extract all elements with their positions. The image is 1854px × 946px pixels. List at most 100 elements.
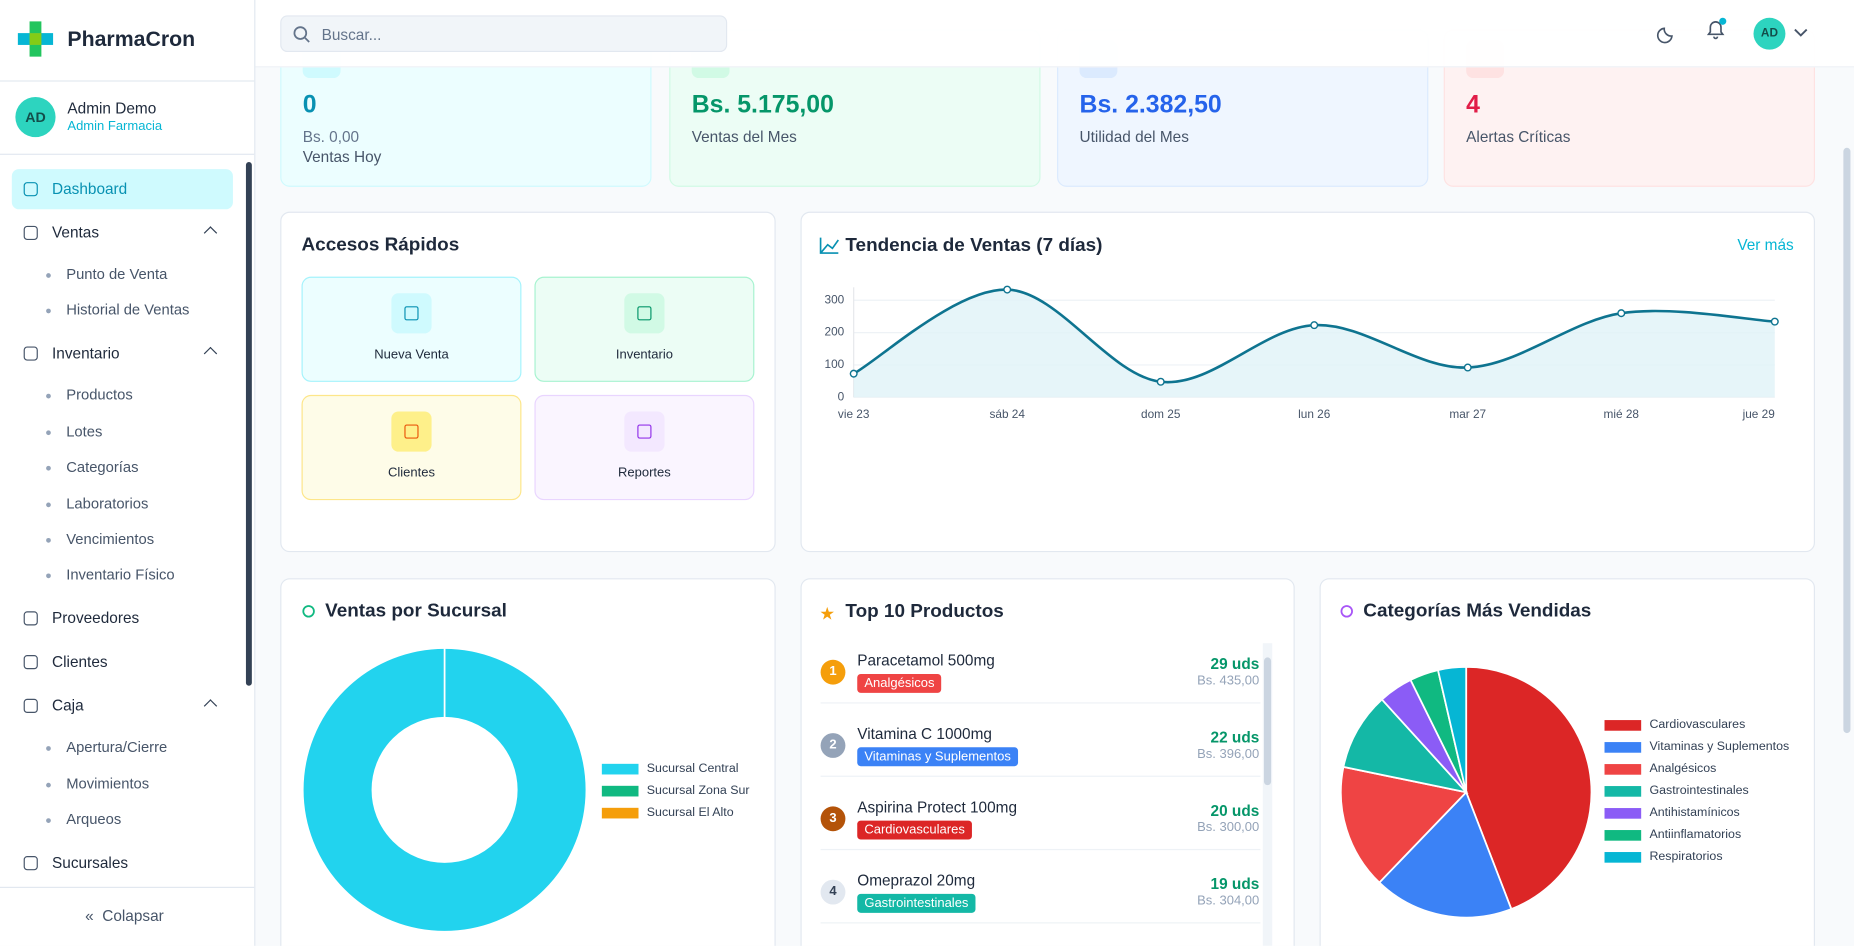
y-tick-label: 200 — [825, 325, 845, 339]
search-icon — [293, 26, 310, 43]
nav-subitem[interactable]: Vencimientos — [66, 530, 155, 548]
slice — [1378, 790, 1513, 919]
nav-subitem[interactable]: Inventario Físico — [66, 566, 175, 584]
user-role: Admin Farmacia — [67, 119, 163, 134]
theme-toggle[interactable] — [1655, 21, 1679, 45]
point — [1310, 321, 1319, 330]
nav-subitem[interactable]: Historial de Ventas — [66, 301, 190, 319]
legend-swatch — [1604, 742, 1642, 753]
nav-subitem[interactable]: Categorías — [66, 458, 139, 476]
nav-icon — [23, 856, 38, 871]
card-title: Categorías Más Vendidas — [1363, 600, 1591, 621]
product-name: Omeprazol 20mg — [857, 871, 976, 890]
user-menu-chevron[interactable] — [1793, 25, 1810, 42]
x-tick-label: dom 25 — [1141, 407, 1181, 421]
nav-chevron[interactable] — [203, 347, 218, 361]
nav-subitem[interactable]: Lotes — [66, 423, 103, 440]
point — [1003, 285, 1012, 294]
legend-label: Cardiovasculares — [1649, 717, 1745, 731]
legend-label: Sucursal El Alto — [647, 805, 734, 819]
product-units: 22 uds — [1210, 728, 1260, 747]
product-category: Gastrointestinales — [857, 893, 976, 913]
nav-bullet — [46, 273, 51, 278]
nav-bullet — [46, 537, 51, 543]
nav-chevron[interactable] — [203, 699, 218, 714]
row-divider — [820, 848, 1261, 851]
collapse-button[interactable]: « Colapsar — [85, 907, 164, 925]
nav-bullet — [46, 782, 51, 788]
sidebar: PharmaCron AD Admin Demo Admin Farmacia … — [0, 0, 256, 946]
quick-icon — [624, 293, 665, 334]
point — [1463, 363, 1472, 372]
legend-label: Sucursal Zona Sur — [647, 783, 750, 797]
products-icon: ★ — [819, 604, 836, 625]
quick-tile[interactable]: Clientes — [301, 394, 522, 501]
product-units: 19 uds — [1210, 874, 1260, 893]
nav-subitem[interactable]: Movimientos — [66, 775, 150, 792]
collapse-icon: « — [85, 906, 103, 925]
nav-icon — [23, 182, 38, 197]
point — [849, 369, 858, 378]
rank-badge: 1 — [820, 659, 846, 685]
quick-tile[interactable]: Nueva Venta — [301, 276, 522, 382]
legend-label: Analgésicos — [1649, 761, 1716, 775]
point — [1156, 377, 1165, 386]
product-category: Vitaminas y Suplementos — [857, 747, 1018, 767]
nav-subitem[interactable]: Productos — [66, 387, 133, 404]
stat-value: 0 — [302, 91, 317, 119]
see-more-link[interactable]: Ver más — [1737, 237, 1794, 254]
nav-item[interactable]: Caja — [52, 696, 84, 715]
quick-tile[interactable]: Inventario — [534, 276, 755, 382]
slice — [1465, 665, 1593, 911]
nav-subitem[interactable]: Punto de Venta — [66, 266, 168, 283]
row-divider — [820, 922, 1261, 924]
quick-label: Nueva Venta — [374, 347, 449, 362]
notifications[interactable] — [1703, 17, 1731, 45]
legend-swatch — [601, 807, 639, 819]
products-scrollbar[interactable] — [1262, 643, 1273, 946]
header-avatar[interactable]: AD — [1753, 17, 1786, 50]
sidebar-scrollbar[interactable] — [245, 161, 252, 686]
slice — [1436, 665, 1468, 793]
nav-icon — [23, 655, 38, 670]
quick-icon — [624, 411, 665, 452]
nav-chevron[interactable] — [203, 226, 218, 240]
nav-subitem[interactable]: Laboratorios — [66, 494, 149, 512]
nav-icon — [23, 611, 38, 626]
legend-swatch — [1604, 852, 1642, 863]
nav-bullet — [46, 466, 51, 471]
user-avatar: AD — [15, 96, 56, 138]
collapse-label: Colapsar — [102, 906, 164, 925]
page-scrollbar[interactable] — [1843, 147, 1851, 734]
quick-icon — [391, 293, 432, 334]
nav-item[interactable]: Ventas — [52, 223, 100, 242]
product-name: Paracetamol 500mg — [857, 651, 995, 670]
quick-tile[interactable]: Reportes — [534, 394, 755, 501]
product-amount: Bs. 435,00 — [1197, 673, 1260, 689]
divider — [0, 153, 255, 155]
area — [853, 289, 1775, 398]
products-scroll-thumb[interactable] — [1263, 657, 1272, 786]
x-tick-label: mar 27 — [1449, 407, 1486, 421]
nav-subitem[interactable]: Apertura/Cierre — [66, 739, 168, 757]
card-title: Accesos Rápidos — [301, 235, 460, 256]
x-tick-label: vie 23 — [838, 407, 870, 421]
nav-active-bg — [11, 169, 233, 210]
nav-subitem[interactable]: Arqueos — [66, 811, 122, 828]
stat-sub: Bs. 0,00 — [302, 127, 360, 146]
legend-label: Gastrointestinales — [1649, 783, 1748, 797]
nav-item[interactable]: Clientes — [52, 653, 108, 671]
legend-swatch — [1604, 764, 1642, 775]
nav-icon — [23, 225, 38, 241]
nav-item[interactable]: Sucursales — [52, 853, 129, 872]
nav-bullet — [46, 573, 51, 579]
brand: PharmaCron — [67, 27, 196, 51]
search-box[interactable]: Buscar... — [280, 15, 728, 53]
divider — [0, 886, 255, 888]
product-category: Analgésicos — [857, 673, 942, 693]
legend-label: Antihistamínicos — [1649, 805, 1739, 819]
nav-item[interactable]: Proveedores — [52, 609, 140, 628]
nav-item[interactable]: Inventario — [52, 344, 120, 363]
nav-item[interactable]: Dashboard — [52, 179, 128, 198]
